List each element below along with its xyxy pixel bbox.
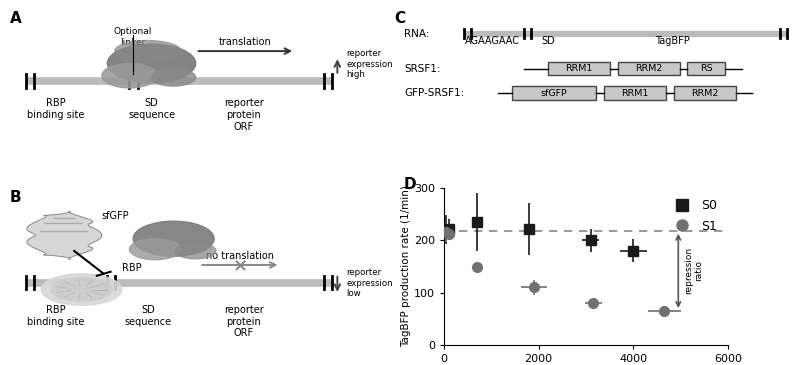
Text: RNA:: RNA:: [404, 28, 430, 39]
FancyBboxPatch shape: [548, 62, 610, 75]
Text: SD: SD: [541, 36, 555, 46]
Text: RRM1: RRM1: [622, 89, 649, 98]
Text: RRM1: RRM1: [566, 64, 593, 73]
Text: A: A: [10, 11, 22, 26]
FancyBboxPatch shape: [604, 87, 666, 100]
Ellipse shape: [102, 64, 157, 88]
Text: SRSF1:: SRSF1:: [404, 64, 441, 74]
Text: Optional
linker: Optional linker: [114, 27, 152, 47]
Ellipse shape: [107, 44, 196, 82]
Text: C: C: [394, 11, 405, 26]
Text: TagBFP: TagBFP: [654, 36, 690, 46]
Ellipse shape: [175, 243, 216, 259]
Text: reporter
expression
high: reporter expression high: [346, 49, 393, 79]
Text: SD
sequence: SD sequence: [124, 305, 171, 327]
Text: RS: RS: [700, 64, 713, 73]
Text: sfGFP: sfGFP: [541, 89, 567, 98]
FancyBboxPatch shape: [674, 87, 736, 100]
FancyBboxPatch shape: [512, 87, 596, 100]
Text: RRM2: RRM2: [691, 89, 718, 98]
Text: reporter
protein
ORF: reporter protein ORF: [224, 99, 263, 132]
FancyBboxPatch shape: [618, 62, 680, 75]
Text: RBP: RBP: [122, 264, 142, 273]
Ellipse shape: [51, 278, 112, 301]
Y-axis label: TagBFP production rate (1/min): TagBFP production rate (1/min): [401, 185, 411, 347]
Text: repression
ratio: repression ratio: [684, 247, 703, 295]
Text: B: B: [10, 190, 22, 205]
Text: RRM2: RRM2: [635, 64, 662, 73]
Ellipse shape: [130, 239, 181, 260]
FancyBboxPatch shape: [687, 62, 726, 75]
Ellipse shape: [133, 221, 214, 256]
Ellipse shape: [114, 41, 181, 62]
Text: GFP-SRSF1:: GFP-SRSF1:: [404, 88, 464, 98]
Ellipse shape: [151, 69, 196, 86]
Text: SD
sequence: SD sequence: [128, 99, 175, 120]
Text: D: D: [404, 177, 417, 192]
Text: AGAAGAAC: AGAAGAAC: [465, 36, 519, 46]
Text: reporter
protein
ORF: reporter protein ORF: [224, 305, 263, 338]
Text: RBP
binding site: RBP binding site: [27, 305, 85, 327]
Text: no translation: no translation: [206, 251, 274, 261]
Text: reporter
expression
low: reporter expression low: [346, 269, 393, 298]
Ellipse shape: [41, 274, 122, 305]
Text: sfGFP: sfGFP: [102, 211, 130, 221]
Legend: S0, S1: S0, S1: [665, 194, 722, 238]
Text: translation: translation: [219, 37, 272, 47]
Text: RBP
binding site: RBP binding site: [27, 99, 85, 120]
Polygon shape: [27, 211, 102, 259]
Text: ×: ×: [232, 257, 247, 275]
